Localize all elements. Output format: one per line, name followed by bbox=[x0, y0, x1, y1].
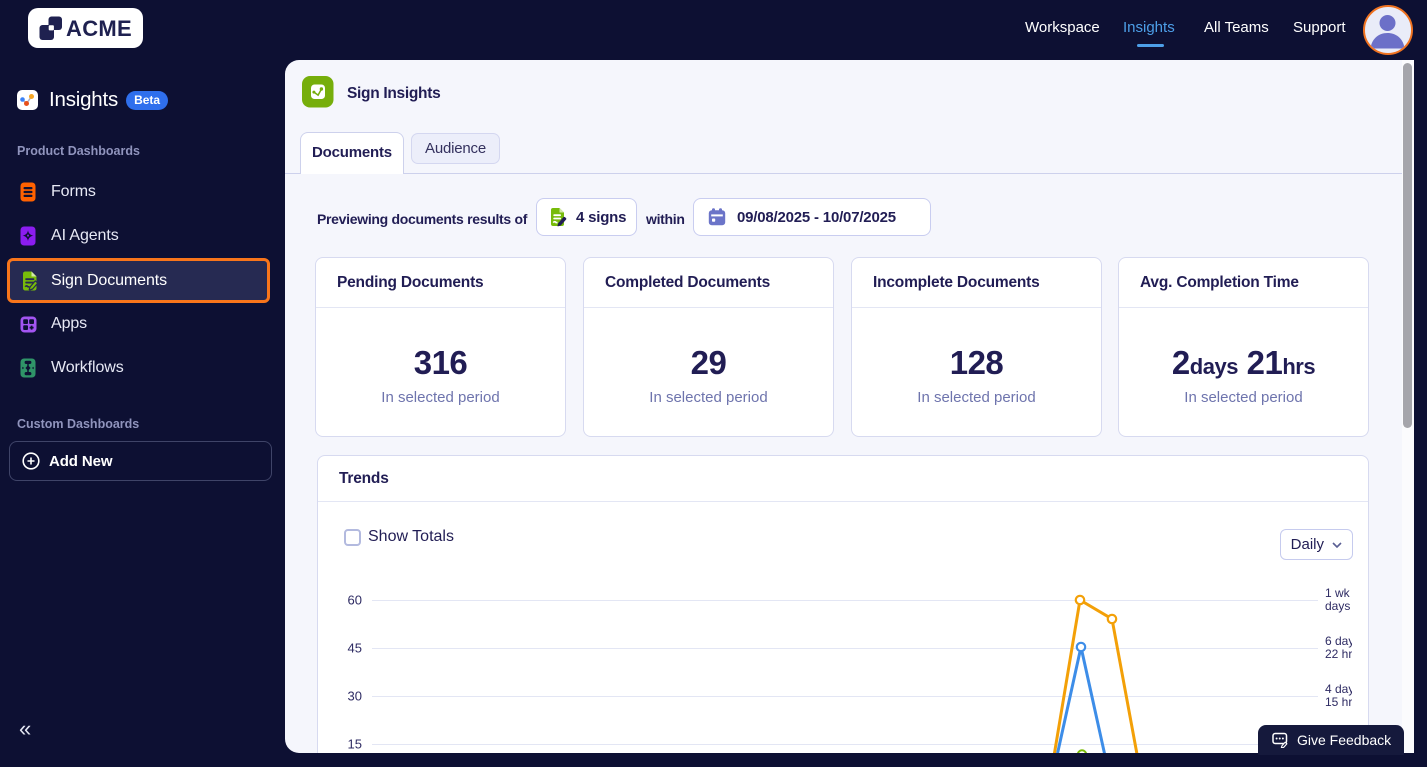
svg-text:15 hrs: 15 hrs bbox=[1325, 695, 1358, 709]
svg-text:45: 45 bbox=[348, 641, 362, 656]
svg-text:6 days: 6 days bbox=[1325, 634, 1360, 648]
svg-text:30: 30 bbox=[348, 689, 362, 704]
svg-text:4 days: 4 days bbox=[1325, 682, 1360, 696]
svg-text:15: 15 bbox=[348, 737, 362, 752]
svg-text:60: 60 bbox=[348, 593, 362, 608]
svg-text:1 wk 2: 1 wk 2 bbox=[1325, 586, 1360, 600]
svg-text:days: days bbox=[1325, 599, 1350, 613]
svg-text:22 hrs: 22 hrs bbox=[1325, 647, 1358, 661]
